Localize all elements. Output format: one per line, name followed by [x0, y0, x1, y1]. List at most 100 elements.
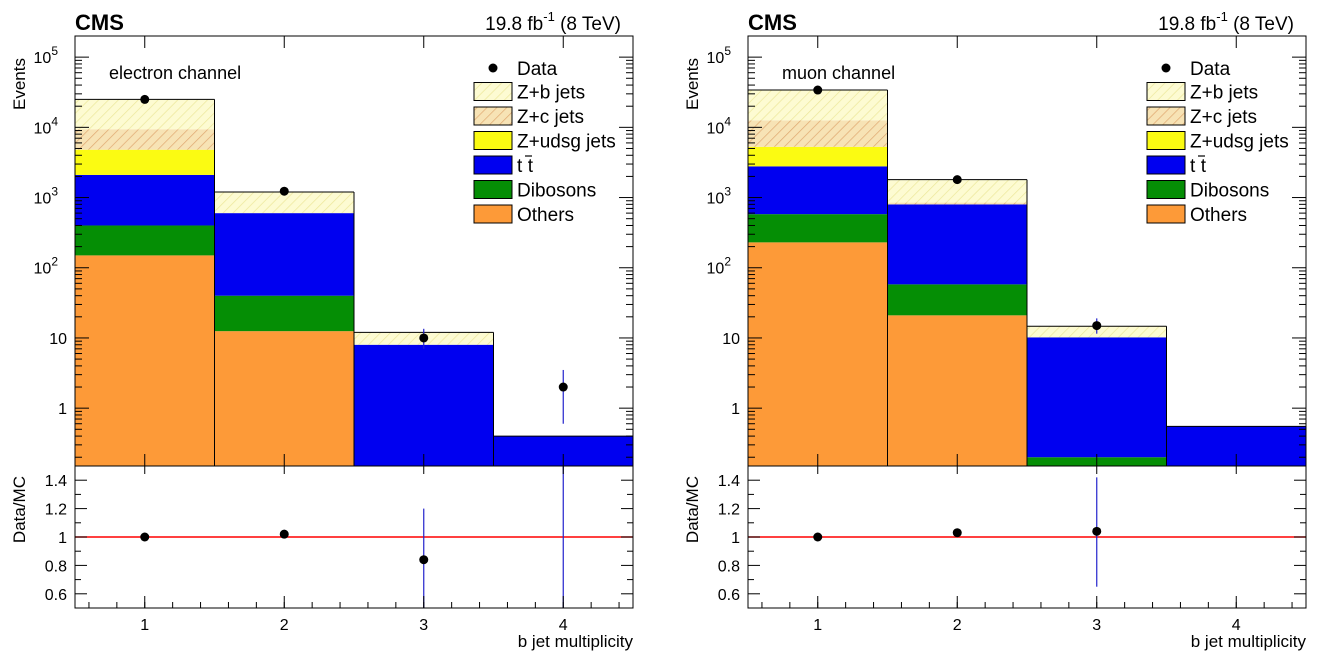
- ratio-point-bin-3: [1092, 526, 1102, 536]
- legend-swatch-tt: [473, 155, 513, 175]
- legend-label-z-b-jets: Z+b jets: [517, 83, 585, 104]
- stack-bars: [75, 98, 633, 466]
- legend-label-tt: tt: [517, 156, 534, 177]
- y-tick-label: 104: [707, 114, 732, 137]
- bar-z-udsg-jets-bin-1: [748, 146, 888, 167]
- ratio-y-tick-label: 1.4: [718, 473, 740, 490]
- ratio-y-tick-label: 1.2: [45, 502, 67, 519]
- legend-swatch-z-udsg-jets: [1146, 131, 1186, 150]
- data-point-bin-2: [952, 175, 962, 185]
- lumi-label: 19.8 fb-1 (8 TeV): [485, 9, 621, 35]
- y-tick-label: 105: [34, 44, 59, 67]
- bar-z-b-jets-bin-2: [887, 179, 1027, 203]
- legend-marker-data: [1161, 63, 1171, 73]
- ratio-point-bin-2: [279, 529, 289, 539]
- y-tick-label: 102: [34, 255, 59, 278]
- ratio-y-axis-label: Data/MC: [683, 476, 702, 543]
- bar-tt-bin-1: [75, 174, 215, 226]
- x-tick-label: 1: [813, 617, 822, 634]
- legend-label-z-udsg-jets: Z+udsg jets: [1190, 132, 1289, 153]
- legend-swatch-z-b-jets: [473, 82, 513, 101]
- legend-swatch-dibosons: [1146, 180, 1186, 199]
- legend-label-dibosons: Dibosons: [1190, 181, 1269, 202]
- legend-label-data: Data: [517, 59, 558, 80]
- bar-others-bin-1: [748, 242, 888, 466]
- ratio-y-tick-label: 0.6: [718, 587, 740, 604]
- x-tick-label: 2: [953, 617, 962, 634]
- x-tick-label: 3: [1092, 617, 1101, 634]
- legend-swatch-others: [473, 204, 513, 224]
- y-tick-label: 103: [707, 185, 732, 208]
- bar-tt-bin-3: [1027, 337, 1167, 458]
- chart-panel-2: 1 10 102 103 104 105 0.6 0.8 1 1.2 1.4 1 2 3 4b jet mu…: [683, 9, 1307, 651]
- y-tick-label: 104: [34, 114, 59, 137]
- legend-label-tt: tt: [1190, 156, 1207, 177]
- ratio-y-tick-label: 0.8: [718, 558, 740, 575]
- ratio-y-tick-label: 0.6: [45, 587, 67, 604]
- ratio-point-bin-2: [952, 528, 962, 538]
- y-tick-label: 105: [707, 44, 732, 67]
- x-tick-label: 4: [1232, 617, 1241, 634]
- data-point-bin-4: [558, 382, 568, 392]
- legend-label-z-b-jets: Z+b jets: [1190, 83, 1258, 104]
- y-tick-label: 1: [58, 401, 67, 418]
- x-tick-label: 2: [280, 617, 289, 634]
- bar-dibosons-bin-2: [214, 295, 354, 332]
- legend-swatch-dibosons: [473, 180, 513, 199]
- bar-z-udsg-jets-bin-1: [75, 149, 215, 175]
- legend-swatch-z-c-jets: [1146, 106, 1186, 126]
- bar-z-b-jets-bin-2: [214, 191, 354, 214]
- ratio-y-tick-label: 1.4: [45, 473, 67, 490]
- ratio-point-bin-4: [559, 0, 568, 2]
- legend-label-others: Others: [517, 205, 574, 226]
- legend: Data Z+b jets Z+c jets Z+udsg jets tt Diboson…: [1146, 59, 1289, 226]
- ratio-y-tick-label: 1: [731, 530, 740, 547]
- legend: Data Z+b jets Z+c jets Z+udsg jets tt Diboson…: [473, 59, 616, 226]
- legend-swatch-z-c-jets: [473, 106, 513, 126]
- ratio-y-tick-label: 0.8: [45, 558, 67, 575]
- channel-label: muon channel: [782, 63, 895, 83]
- bar-tt-bin-2: [887, 204, 1027, 285]
- bar-others-bin-2: [887, 315, 1027, 466]
- x-axis-label: b jet multiplicity: [1191, 632, 1307, 651]
- y-axis-label: Events: [683, 58, 702, 110]
- legend-swatch-z-b-jets: [1146, 82, 1186, 101]
- lumi-label: 19.8 fb-1 (8 TeV): [1158, 9, 1294, 35]
- x-tick-label: 4: [559, 617, 568, 634]
- legend-label-dibosons: Dibosons: [517, 181, 596, 202]
- legend-label-z-c-jets: Z+c jets: [1190, 107, 1257, 128]
- data-point-bin-2: [279, 186, 289, 196]
- bar-z-b-jets-bin-1: [748, 90, 888, 121]
- ratio-point-bin-1: [813, 532, 823, 542]
- ratio-y-tick-label: 1: [58, 530, 67, 547]
- ratio-y-axis-label: Data/MC: [10, 476, 29, 543]
- bar-tt-bin-1: [748, 166, 888, 215]
- bar-dibosons-bin-1: [748, 214, 888, 243]
- legend-label-z-c-jets: Z+c jets: [517, 107, 584, 128]
- legend-marker-data: [488, 63, 498, 73]
- bar-z-b-jets-bin-1: [75, 99, 215, 130]
- bar-others-bin-2: [214, 331, 354, 466]
- y-tick-label: 103: [34, 185, 59, 208]
- bar-z-c-jets-bin-1: [75, 129, 215, 150]
- data-point-bin-3: [419, 333, 429, 343]
- bar-z-c-jets-bin-1: [748, 120, 888, 147]
- data-point-bin-1: [813, 85, 823, 95]
- x-tick-label: 3: [419, 617, 428, 634]
- y-tick-label: 1: [731, 401, 740, 418]
- legend-swatch-tt: [1146, 155, 1186, 175]
- experiment-label: CMS: [75, 10, 124, 35]
- legend-label-others: Others: [1190, 205, 1247, 226]
- bar-tt-bin-3: [354, 344, 494, 466]
- y-tick-label: 10: [49, 331, 67, 348]
- bar-dibosons-bin-2: [887, 284, 1027, 316]
- legend-label-data: Data: [1190, 59, 1231, 80]
- ratio-point-bin-1: [140, 532, 150, 542]
- bar-z-c-jets-bin-2: [887, 202, 1027, 205]
- ratio-points: [813, 477, 1102, 587]
- ratio-points: [140, 0, 568, 608]
- data-point-bin-1: [140, 94, 150, 104]
- y-axis-label: Events: [10, 58, 29, 110]
- stack-bars: [748, 89, 1306, 466]
- legend-label-z-udsg-jets: Z+udsg jets: [517, 132, 616, 153]
